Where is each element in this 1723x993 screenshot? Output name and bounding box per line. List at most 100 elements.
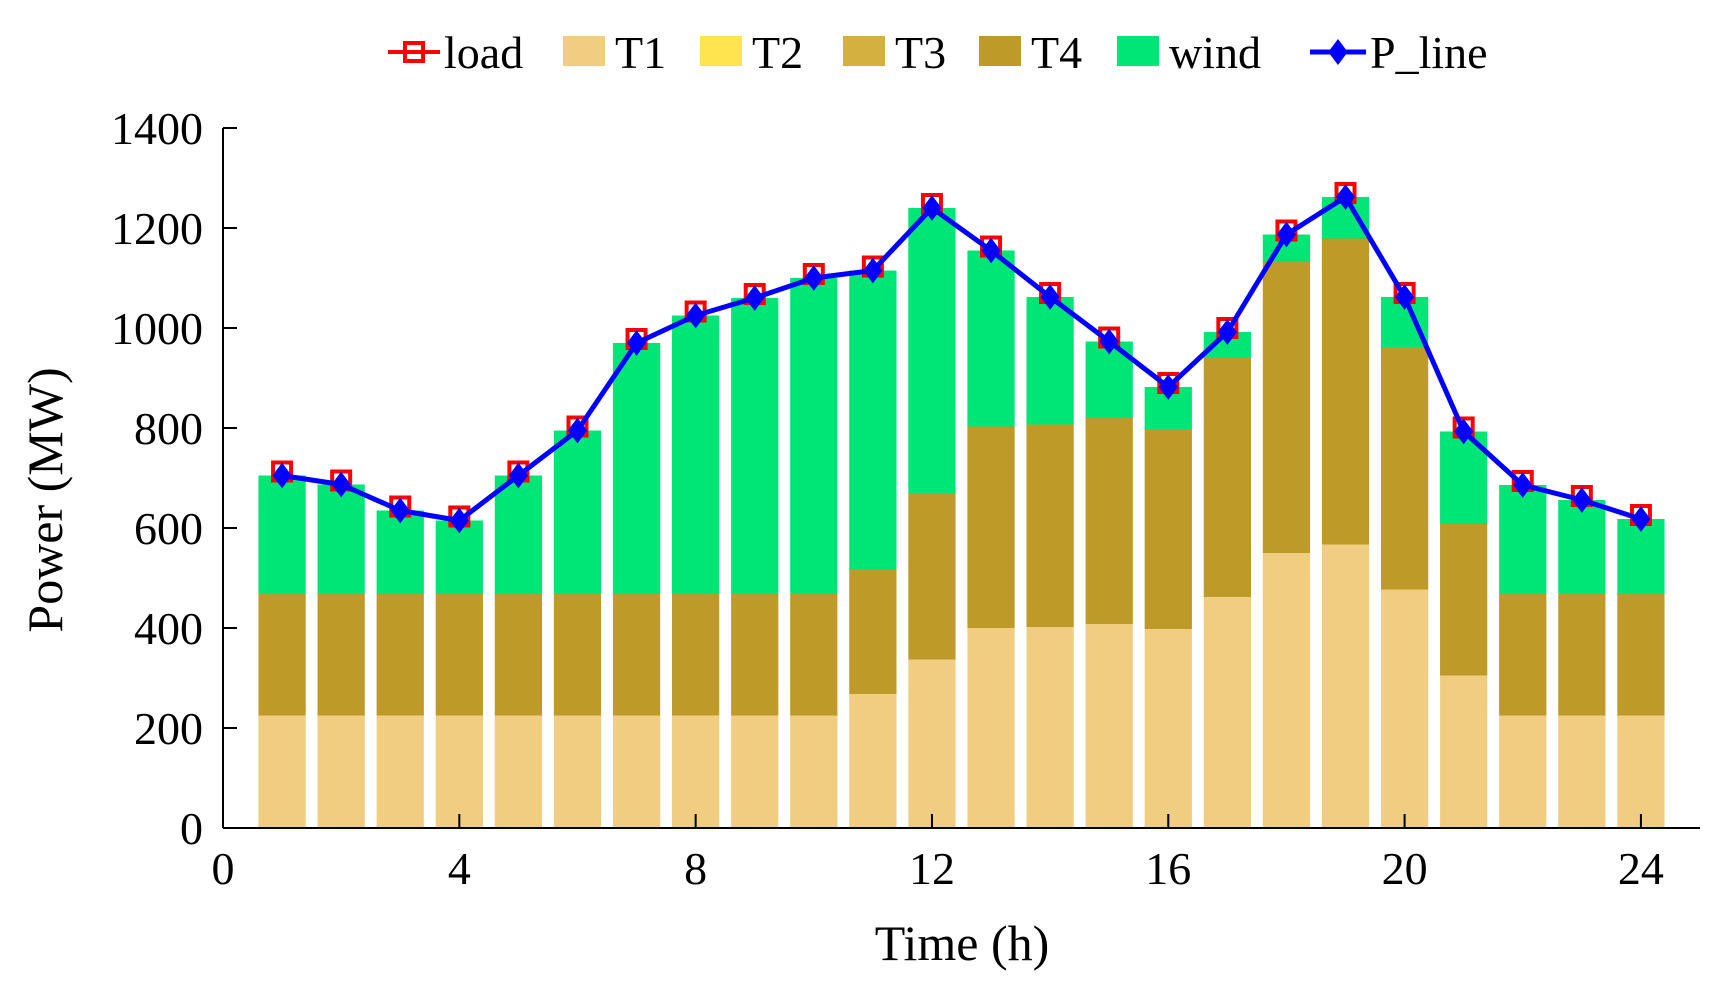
marker-p-line-h20 [1394,284,1415,310]
legend-label-p-line: P_line [1370,27,1488,78]
bar-t4-h15 [1085,418,1133,624]
y-tick-label-0: 0 [180,803,203,854]
marker-p-line-h2 [331,471,351,498]
legend-item-t1: T1 [563,27,666,78]
marker-p-line-h6 [567,417,588,444]
bar-t4-h17 [1203,358,1251,597]
bar-wind-h3 [376,510,424,594]
y-axis-title: Power (MW) [17,367,73,632]
x-tick-label-8: 8 [684,843,707,894]
bar-wind-h8 [672,315,720,594]
bar-t4-h23 [1558,594,1606,716]
bar-t1-h21 [1440,675,1488,828]
marker-p-line-h9 [745,285,765,311]
marker-p-line-h17 [1217,319,1237,345]
legend-item-t2: T2 [700,27,803,78]
x-tick-label-20: 20 [1382,843,1428,894]
axes-group: 0 200 400 600 800 1000 1200 1400 0 4 8 12 16 20 24 [111,103,1700,894]
y-tick-label-1400: 1400 [111,103,203,154]
bar-wind-h6 [553,430,602,594]
marker-p-line-h21 [1454,418,1474,445]
marker-p-line-h18 [1276,221,1297,248]
bar-t4-h12 [908,493,956,660]
bar-t4-h4 [435,594,483,716]
bar-wind-h23 [1558,500,1606,594]
marker-p-line-h14 [1040,284,1060,310]
legend-swatch-t3 [843,36,885,66]
legend-label-t1: T1 [615,27,666,78]
bar-t1-h10 [790,715,838,828]
marker-p-line-h8 [686,302,706,329]
legend-swatch-t4 [979,36,1021,66]
bar-t4-h8 [672,594,720,716]
bar-t1-h20 [1380,589,1429,828]
bar-t4-h1 [258,594,306,716]
bar-wind-h10 [790,278,838,594]
bar-t4-h11 [849,569,897,694]
bar-t4-h5 [494,594,543,716]
legend-item-p-line: P_line [1310,27,1488,78]
marker-p-line-h15 [1099,328,1119,355]
legend-marker-p-line [1328,39,1348,65]
legend-swatch-t2 [700,36,742,66]
legend-label-t2: T2 [752,27,803,78]
bar-t4-h24 [1617,594,1665,716]
legend-label-t3: T3 [895,27,946,78]
legend-item-load: load [388,27,523,78]
bar-t1-h7 [612,715,661,828]
legend: load T1 T2 T3 T4 wind P_line [388,27,1488,78]
bars-group [258,197,1665,828]
y-tick-label-400: 400 [134,603,203,654]
line-load [281,195,1642,523]
legend-item-t3: T3 [843,27,946,78]
legend-label-load: load [444,27,523,78]
bar-wind-h14 [1026,297,1074,425]
bar-t4-h21 [1440,524,1488,676]
bar-t1-h2 [317,715,365,828]
bar-t1-h12 [908,659,956,828]
bar-wind-h13 [967,250,1015,427]
bar-wind-h1 [258,475,306,594]
bar-t1-h11 [849,694,897,828]
bar-t1-h3 [376,715,424,828]
bar-wind-h22 [1499,485,1547,594]
legend-label-wind: wind [1169,27,1261,78]
lines-group [271,182,1652,534]
y-tick-label-200: 200 [134,703,203,754]
x-tick-label-24: 24 [1618,843,1664,894]
bar-t1-h24 [1617,715,1665,828]
y-tick-label-600: 600 [134,503,203,554]
x-axis-title: Time (h) [875,915,1050,971]
bar-t1-h8 [672,715,720,828]
bar-t1-h6 [553,715,602,828]
bar-t4-h13 [967,426,1015,628]
legend-marker-load [403,41,425,63]
bar-t4-h18 [1262,261,1311,553]
legend-swatch-wind [1117,36,1159,66]
bar-wind-h9 [731,298,779,594]
marker-p-line-h11 [863,257,883,284]
marker-p-line-h10 [804,265,824,291]
bar-t1-h18 [1262,553,1311,828]
bar-t4-h3 [376,594,424,716]
legend-item-wind: wind [1117,27,1261,78]
marker-p-line-h19 [1335,184,1356,210]
x-tick-label-4: 4 [448,843,471,894]
bar-t4-h9 [731,594,779,716]
marker-p-line-h7 [626,330,647,356]
bar-t1-h19 [1321,544,1370,828]
y-tick-label-1000: 1000 [111,303,203,354]
bar-t1-h22 [1499,715,1547,828]
bar-wind-h7 [612,343,661,594]
bar-t1-h5 [494,715,543,828]
bar-t4-h22 [1499,594,1547,716]
x-tick-label-12: 12 [909,843,955,894]
bar-t1-h15 [1085,624,1133,828]
marker-p-line-h24 [1631,506,1651,532]
y-tick-label-800: 800 [134,403,203,454]
marker-p-line-h1 [272,462,292,489]
bar-wind-h12 [908,208,956,493]
marker-p-line-h22 [1513,472,1533,498]
bar-t4-h2 [317,594,365,716]
